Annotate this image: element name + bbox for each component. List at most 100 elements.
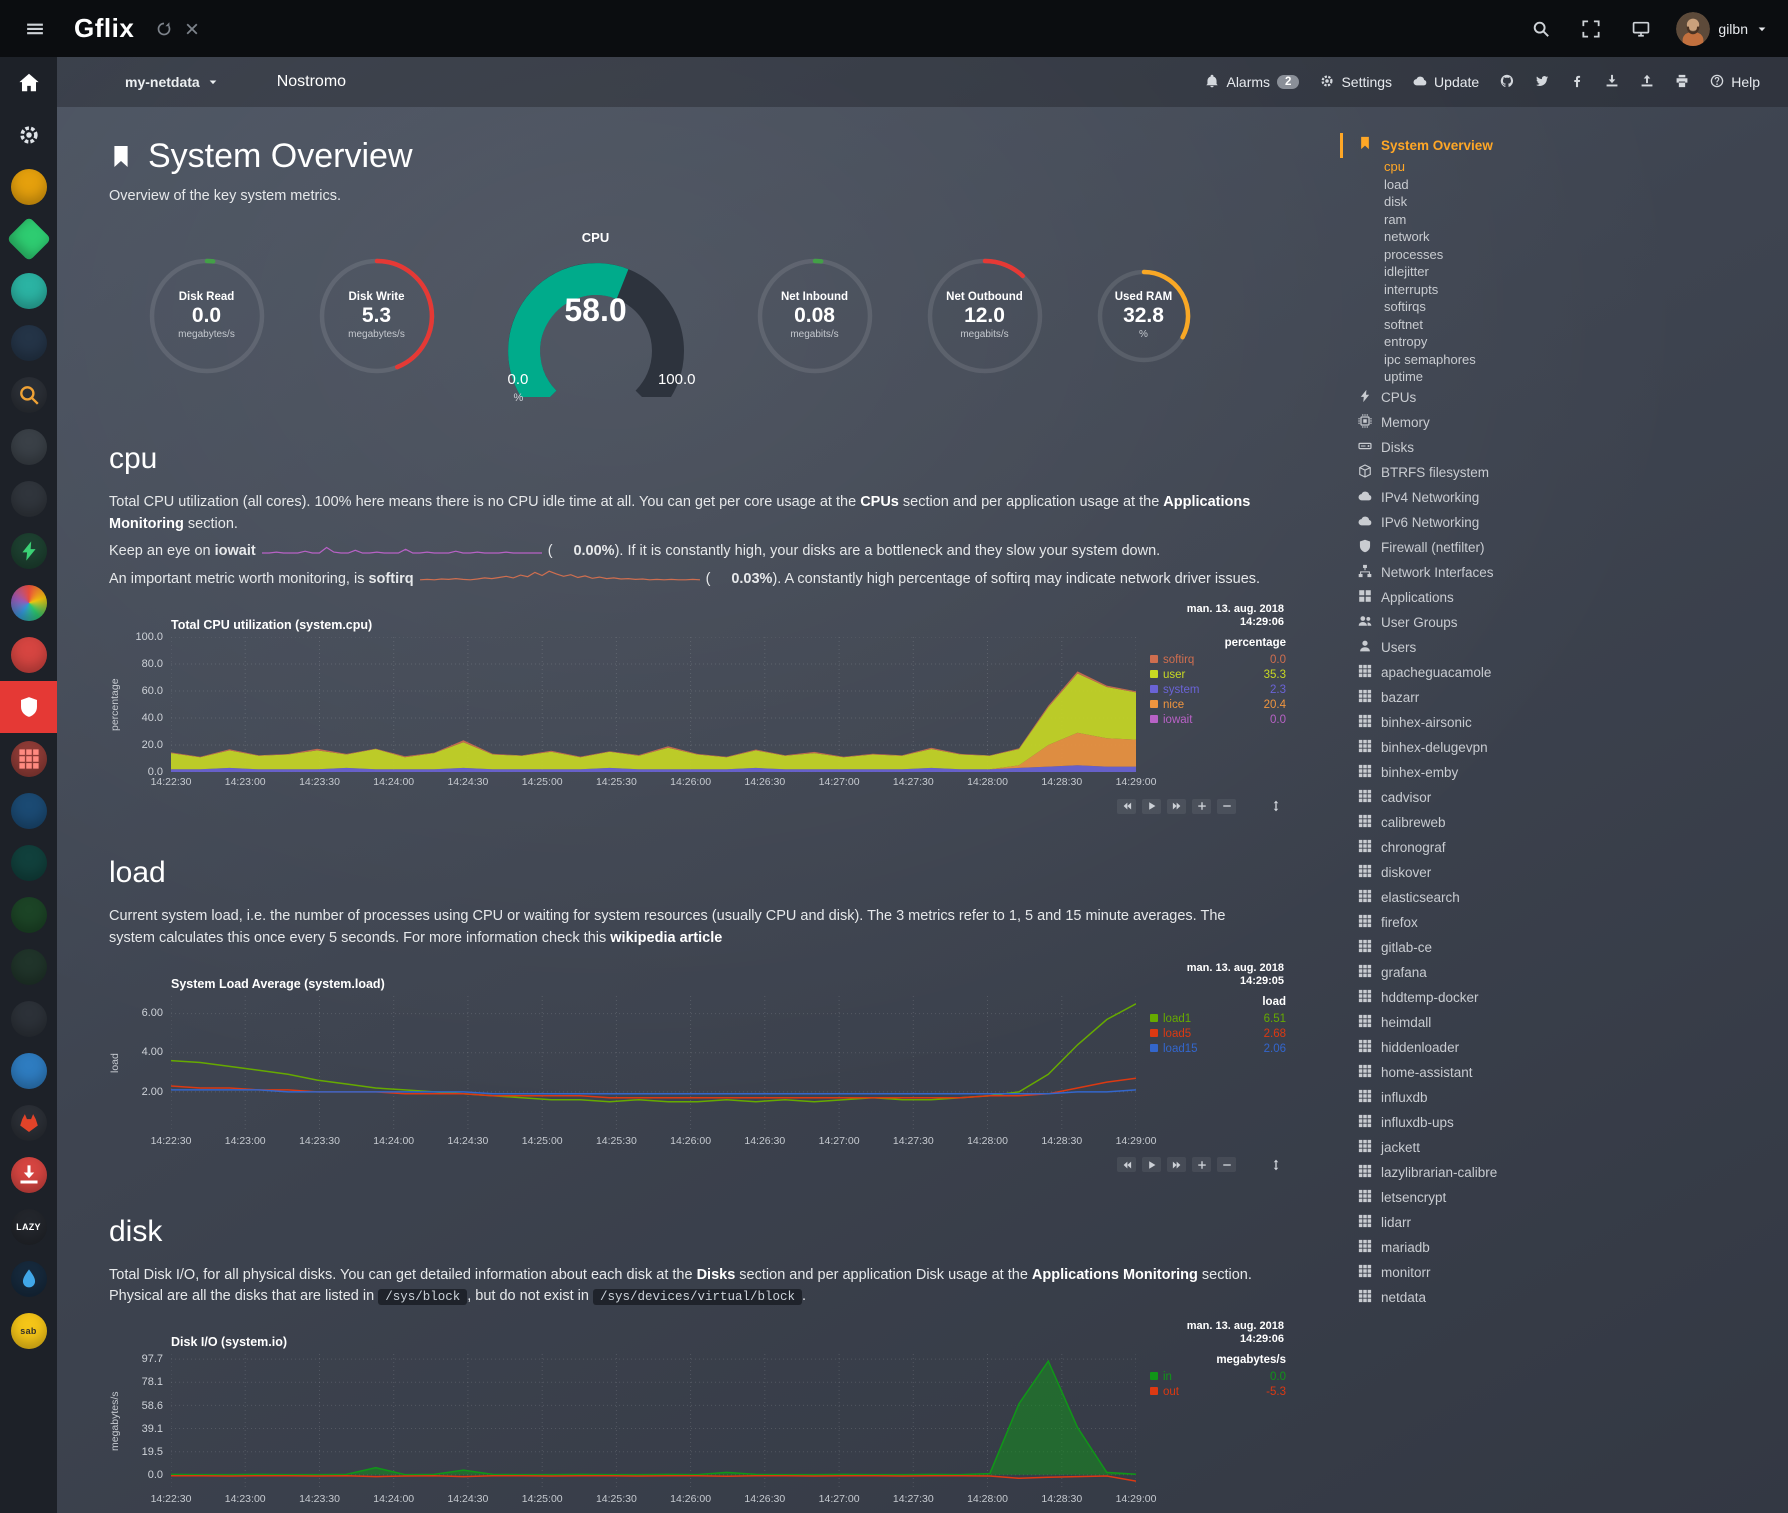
menu-firewall-netfilter[interactable]: Firewall (netfilter)	[1340, 536, 1788, 561]
menu-load[interactable]: load	[1340, 176, 1788, 194]
menu-applications[interactable]: Applications	[1340, 586, 1788, 611]
sidebar-app-dark-app[interactable]	[0, 421, 57, 473]
chart-play-button[interactable]	[1142, 1157, 1161, 1172]
chart-pan-right-button[interactable]	[1167, 799, 1186, 814]
nav-settings[interactable]: Settings	[1320, 74, 1392, 91]
sidebar-app-ring-app[interactable]	[0, 473, 57, 525]
sidebar-app-green-moon-app[interactable]	[0, 941, 57, 993]
menu-cadvisor[interactable]: cadvisor	[1340, 786, 1788, 811]
sidebar-app-equalizer-app[interactable]	[0, 317, 57, 369]
legend-item-in[interactable]: in0.0	[1150, 1370, 1286, 1385]
menu-cpus[interactable]: CPUs	[1340, 386, 1788, 411]
chart-resize-handle[interactable]	[1270, 1159, 1282, 1171]
sidebar-app-drop-app[interactable]	[0, 1253, 57, 1305]
legend-item-iowait[interactable]: iowait0.0	[1150, 713, 1286, 728]
menu-uptime[interactable]: uptime	[1340, 368, 1788, 386]
sidebar-app-green-u-app[interactable]	[0, 889, 57, 941]
menu-softirqs[interactable]: softirqs	[1340, 298, 1788, 316]
menu-influxdb-ups[interactable]: influxdb-ups	[1340, 1111, 1788, 1136]
sidebar-app-settings[interactable]	[0, 109, 57, 161]
close-tab-button[interactable]	[178, 15, 206, 43]
sidebar-app-red-grid-app[interactable]	[0, 733, 57, 785]
menu-diskover[interactable]: diskover	[1340, 861, 1788, 886]
cpus-section-link[interactable]: CPUs	[860, 494, 899, 510]
sidebar-app-organizr-shield[interactable]	[0, 681, 57, 733]
menu-ipc-semaphores[interactable]: ipc semaphores	[1340, 351, 1788, 369]
menu-network-interfaces[interactable]: Network Interfaces	[1340, 561, 1788, 586]
sidebar-app-red-app[interactable]	[0, 629, 57, 681]
menu-cpu[interactable]: cpu	[1340, 158, 1788, 176]
menu-softnet[interactable]: softnet	[1340, 316, 1788, 334]
fullscreen-icon[interactable]	[1576, 14, 1606, 44]
menu-entropy[interactable]: entropy	[1340, 333, 1788, 351]
sidebar-app-nextcloud[interactable]	[0, 785, 57, 837]
menu-disk[interactable]: disk	[1340, 193, 1788, 211]
disks-section-link[interactable]: Disks	[697, 1267, 736, 1283]
gauge-used-ram[interactable]: Used RAM32.8%	[1096, 268, 1192, 364]
menu-elasticsearch[interactable]: elasticsearch	[1340, 886, 1788, 911]
menu-processes[interactable]: processes	[1340, 246, 1788, 264]
menu-jackett[interactable]: jackett	[1340, 1136, 1788, 1161]
menu-memory[interactable]: Memory	[1340, 411, 1788, 436]
chart-pan-left-button[interactable]	[1117, 1157, 1136, 1172]
menu-user-groups[interactable]: User Groups	[1340, 611, 1788, 636]
menu-binhex-delugevpn[interactable]: binhex-delugevpn	[1340, 736, 1788, 761]
legend-item-load5[interactable]: load52.68	[1150, 1027, 1286, 1042]
legend-item-system[interactable]: system2.3	[1150, 683, 1286, 698]
iowait-sparkline[interactable]	[262, 540, 542, 563]
nav-github[interactable]	[1500, 74, 1514, 91]
menu-system-overview[interactable]: System Overview	[1340, 133, 1788, 158]
menu-binhex-airsonic[interactable]: binhex-airsonic	[1340, 711, 1788, 736]
menu-firefox[interactable]: firefox	[1340, 911, 1788, 936]
legend-item-load15[interactable]: load152.06	[1150, 1042, 1286, 1057]
chart-zoom-in-button[interactable]	[1192, 799, 1211, 814]
hostname[interactable]: Nostromo	[277, 73, 346, 91]
legend-item-user[interactable]: user35.3	[1150, 668, 1286, 683]
sidebar-app-search-app[interactable]	[0, 369, 57, 421]
sidebar-app-multicolor-app[interactable]	[0, 577, 57, 629]
sidebar-app-download-app[interactable]	[0, 1149, 57, 1201]
menu-apacheguacamole[interactable]: apacheguacamole	[1340, 661, 1788, 686]
menu-letsencrypt[interactable]: letsencrypt	[1340, 1186, 1788, 1211]
legend-item-softirq[interactable]: softirq0.0	[1150, 653, 1286, 668]
menu-hddtemp-docker[interactable]: hddtemp-docker	[1340, 986, 1788, 1011]
gauge-net-inbound[interactable]: Net Inbound0.08megabits/s	[756, 257, 874, 375]
menu-ipv4-networking[interactable]: IPv4 Networking	[1340, 486, 1788, 511]
menu-lidarr[interactable]: lidarr	[1340, 1211, 1788, 1236]
chart-plot-area[interactable]	[171, 996, 1136, 1131]
nav-help[interactable]: Help	[1710, 74, 1760, 91]
sidebar-app-teal-app[interactable]	[0, 265, 57, 317]
nav-print[interactable]	[1675, 74, 1689, 91]
legend-item-out[interactable]: out-5.3	[1150, 1385, 1286, 1400]
chart-zoom-in-button[interactable]	[1192, 1157, 1211, 1172]
sidebar-app-plex[interactable]	[0, 161, 57, 213]
gauge-net-outbound[interactable]: Net Outbound12.0megabits/s	[926, 257, 1044, 375]
menu-monitorr[interactable]: monitorr	[1340, 1261, 1788, 1286]
gauge-disk-write[interactable]: Disk Write5.3megabytes/s	[318, 257, 436, 375]
gauge-disk-read[interactable]: Disk Read0.0megabytes/s	[148, 257, 266, 375]
legend-item-load1[interactable]: load16.51	[1150, 1012, 1286, 1027]
applications-monitoring-link[interactable]: Applications Monitoring	[1032, 1267, 1198, 1283]
sidebar-app-sabnzbd[interactable]: sab	[0, 1305, 57, 1357]
refresh-tab-button[interactable]	[150, 15, 178, 43]
nav-facebook[interactable]	[1570, 74, 1584, 91]
host-dropdown[interactable]: my-netdata	[125, 74, 219, 90]
menu-home-assistant[interactable]: home-assistant	[1340, 1061, 1788, 1086]
chart-pan-left-button[interactable]	[1117, 799, 1136, 814]
menu-idlejitter[interactable]: idlejitter	[1340, 263, 1788, 281]
menu-users[interactable]: Users	[1340, 636, 1788, 661]
gauge-cpu[interactable]: CPU58.00.0100.0%	[488, 230, 704, 402]
menu-netdata[interactable]: netdata	[1340, 1286, 1788, 1311]
chart-play-button[interactable]	[1142, 799, 1161, 814]
sidebar-app-bars-app[interactable]	[0, 993, 57, 1045]
hamburger-menu-button[interactable]	[20, 14, 50, 44]
user-menu[interactable]: gilbn	[1676, 12, 1768, 46]
sidebar-app-gitlab[interactable]	[0, 1097, 57, 1149]
menu-chronograf[interactable]: chronograf	[1340, 836, 1788, 861]
menu-ram[interactable]: ram	[1340, 211, 1788, 229]
sidebar-app-home[interactable]	[0, 57, 57, 109]
menu-influxdb[interactable]: influxdb	[1340, 1086, 1788, 1111]
screens-icon[interactable]	[1626, 14, 1656, 44]
menu-hiddenloader[interactable]: hiddenloader	[1340, 1036, 1788, 1061]
nav-upload[interactable]	[1640, 74, 1654, 91]
